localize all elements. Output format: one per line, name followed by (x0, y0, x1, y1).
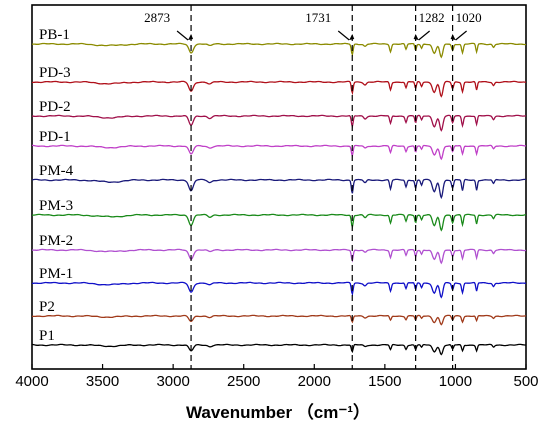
x-tick-label-4000: 4000 (15, 373, 48, 390)
series-label-p2: P2 (39, 299, 55, 315)
series-label-pd-1: PD-1 (39, 129, 71, 145)
series-labels: PB-1 PD-3 PD-2 PD-1 PM-4 PM-3 PM-2 PM-1 P2 P1 (39, 27, 74, 344)
peak-label-1020: 1020 (456, 10, 482, 25)
series-line-pd-2 (31, 114, 526, 132)
x-tick-label-2500: 2500 (227, 373, 260, 390)
series-line-pm-1 (31, 281, 527, 299)
x-axis-label: Wavenumber （cm⁻¹） (186, 402, 370, 422)
peak-arrow-1731 (337, 30, 350, 41)
series-layer (31, 42, 527, 356)
series-label-pm-4: PM-4 (39, 163, 74, 179)
series-line-pb-1 (31, 42, 526, 59)
peak-label-1731: 1731 (305, 10, 331, 25)
series-label-pm-1: PM-1 (39, 266, 73, 282)
peak-arrow-1282 (418, 30, 431, 41)
peak-label-2873: 2873 (144, 10, 170, 25)
peak-arrowhead-1282 (413, 34, 419, 40)
peak-arrow-2873 (176, 30, 189, 41)
peak-label-1282: 1282 (419, 10, 445, 25)
series-label-pd-2: PD-2 (39, 99, 71, 115)
x-tick-label-1000: 1000 (439, 373, 472, 390)
series-label-pd-3: PD-3 (39, 65, 71, 81)
x-tick-label-3000: 3000 (156, 373, 189, 390)
series-line-p2 (31, 314, 526, 326)
series-line-pm-4 (31, 178, 527, 200)
series-label-p1: P1 (39, 328, 55, 344)
x-tick-label-3500: 3500 (86, 373, 119, 390)
peak-arrowhead-2873 (188, 34, 194, 40)
series-line-p1 (31, 343, 527, 356)
peak-arrow-1020 (455, 30, 467, 41)
series-line-pd-1 (32, 144, 526, 161)
series-line-pm-3 (32, 213, 527, 232)
x-axis-ticks: 4000 3500 3000 2500 2000 1500 1000 500 (15, 364, 539, 390)
series-line-pm-2 (32, 248, 527, 265)
series-label-pb-1: PB-1 (39, 27, 70, 43)
series-label-pm-3: PM-3 (39, 198, 73, 214)
x-tick-label-500: 500 (513, 373, 538, 390)
peak-arrowhead-1020 (450, 34, 456, 40)
peak-lines: 2873 1731 1282 1020 (144, 5, 482, 369)
series-label-pm-2: PM-2 (39, 233, 73, 249)
series-line-pd-3 (32, 80, 527, 98)
peak-arrowhead-1731 (349, 34, 355, 40)
x-tick-label-2000: 2000 (298, 373, 331, 390)
x-tick-label-1500: 1500 (368, 373, 401, 390)
plot-frame (31, 4, 527, 370)
